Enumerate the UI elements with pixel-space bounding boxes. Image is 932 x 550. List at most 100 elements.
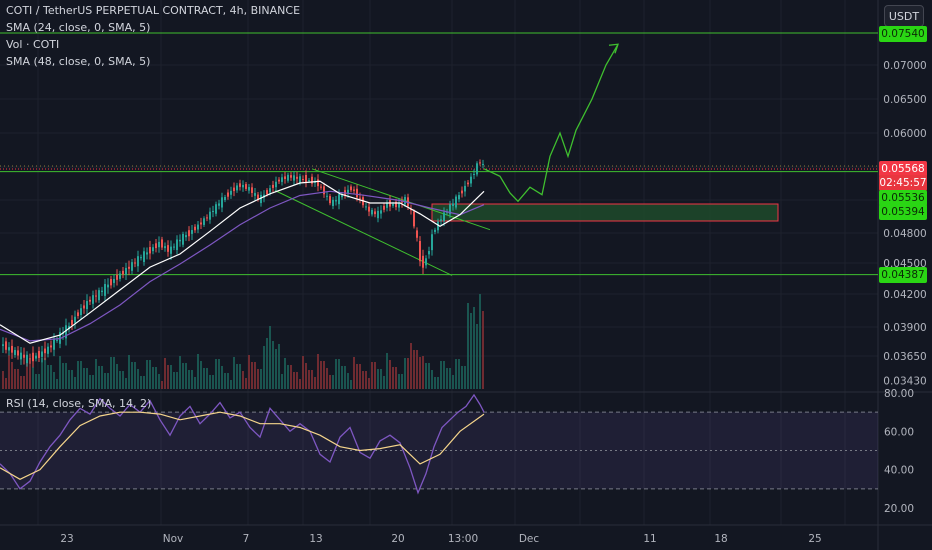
candle-body (116, 274, 118, 280)
candle-body (458, 195, 460, 200)
volume-bar (2, 371, 4, 389)
candle-body (416, 230, 418, 238)
chart-title: COTI / TetherUS PERPETUAL CONTRACT, 4h, … (6, 4, 301, 17)
candle-body (209, 211, 211, 220)
candle-body (323, 186, 325, 195)
volume-bar (362, 371, 364, 389)
candle-body (11, 345, 13, 353)
candle-body (170, 246, 172, 254)
candle-body (359, 197, 361, 199)
candle-body (107, 284, 109, 288)
indicator-volume[interactable]: Vol · COTI (6, 38, 60, 51)
volume-bar (164, 358, 166, 389)
volume-bar (293, 372, 295, 389)
volume-bar (254, 362, 256, 389)
candle-body (203, 218, 205, 225)
candle-body (443, 212, 445, 221)
candle-body (5, 341, 7, 350)
volume-bar (257, 369, 259, 389)
volume-bar (62, 363, 64, 389)
candle-body (467, 182, 469, 185)
volume-bar (170, 365, 172, 389)
candle-body (386, 203, 388, 208)
volume-bar (125, 378, 127, 389)
indicator-sma-48[interactable]: SMA (48, close, 0, SMA, 5) (6, 55, 151, 68)
candle-body (257, 194, 259, 200)
candle-body (269, 188, 271, 193)
candle-body (17, 350, 19, 356)
candle-body (71, 319, 73, 326)
volume-bar (197, 354, 199, 389)
volume-bar (260, 369, 262, 389)
volume-bar (284, 358, 286, 389)
volume-bar (356, 364, 358, 389)
candle-body (95, 295, 97, 297)
volume-bar (122, 371, 124, 389)
price-axis-label: 0.07000 (883, 60, 926, 72)
price-axis-label: 0.03430 (883, 376, 926, 388)
volume-bar (245, 378, 247, 389)
volume-bar (473, 307, 475, 389)
candle-body (308, 180, 310, 182)
candle-body (32, 352, 34, 362)
volume-bar (53, 372, 55, 389)
candle-body (233, 187, 235, 192)
volume-bar (281, 374, 283, 389)
indicator-sma-24[interactable]: SMA (24, close, 0, SMA, 5) (6, 21, 151, 34)
candle-body (449, 204, 451, 215)
volume-bar (41, 358, 43, 389)
volume-bar (218, 359, 220, 389)
volume-bar (23, 376, 25, 389)
candle-body (251, 187, 253, 193)
candle-body (161, 239, 163, 248)
projection-arrowhead (608, 43, 619, 54)
volume-bar (413, 350, 415, 389)
candle-body (305, 175, 307, 183)
volume-bar (227, 373, 229, 389)
volume-bar (410, 343, 412, 389)
volume-bar (422, 356, 424, 389)
candle-body (341, 194, 343, 198)
volume-bar (50, 365, 52, 389)
volume-bar (44, 358, 46, 389)
candle-body (128, 266, 130, 269)
volume-bar (377, 369, 379, 389)
currency-button[interactable]: USDT (884, 5, 924, 27)
candle-body (230, 190, 232, 195)
candle-body (461, 190, 463, 194)
volume-bar (17, 369, 19, 389)
price-tag-target: 0.07540 (879, 26, 927, 42)
volume-bar (149, 360, 151, 389)
volume-bar (26, 360, 28, 389)
volume-bar (314, 377, 316, 389)
candle-body (38, 351, 40, 358)
volume-bar (134, 362, 136, 389)
candle-body (278, 179, 280, 182)
price-axis-label: 0.03650 (883, 351, 926, 363)
price-axis-label: 0.04200 (883, 289, 926, 301)
candle-body (206, 217, 208, 219)
candle-body (179, 239, 181, 242)
candle-body (440, 219, 442, 221)
volume-bar (311, 370, 313, 389)
volume-bar (461, 366, 463, 389)
volume-bar (155, 367, 157, 389)
candle-body (353, 189, 355, 191)
candle-body (242, 184, 244, 188)
volume-bar (182, 363, 184, 389)
candle-body (317, 179, 319, 187)
volume-bar (452, 375, 454, 389)
volume-bar (308, 370, 310, 389)
volume-bar (287, 365, 289, 389)
volume-bar (341, 366, 343, 389)
volume-bar (359, 364, 361, 389)
volume-bar (326, 368, 328, 389)
volume-bar (338, 359, 340, 389)
volume-bar (323, 361, 325, 389)
volume-bar (143, 376, 145, 389)
volume-bar (59, 356, 61, 389)
candle-body (356, 188, 358, 198)
rsi-indicator-label[interactable]: RSI (14, close, SMA, 14, 2) (6, 397, 152, 410)
volume-bar (386, 353, 388, 389)
